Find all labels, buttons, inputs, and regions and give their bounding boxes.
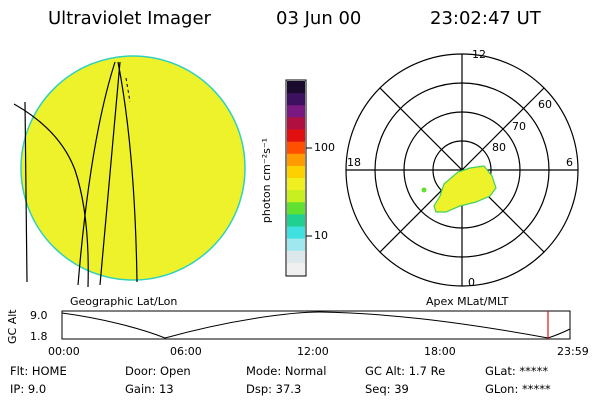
- timeline-tick-1800: 18:00: [424, 345, 456, 358]
- colorbar-band: [287, 141, 305, 155]
- mlt-label-12: 12: [472, 48, 486, 61]
- dsp-status: Dsp: 37.3: [246, 382, 302, 396]
- seq-status: Seq: 39: [365, 382, 409, 396]
- time-label: 23:02:47 UT: [430, 8, 541, 29]
- timeline-axis-label: GC Alt: [6, 309, 19, 344]
- colorbar-band: [287, 178, 305, 191]
- geographic-image: [13, 55, 246, 288]
- altitude-timeline: [61, 310, 571, 340]
- timeline-y-top: 9.0: [30, 309, 48, 322]
- mlt-label-18: 18: [347, 156, 361, 169]
- ip-status: IP: 9.0: [10, 382, 47, 396]
- gain-status: Gain: 13: [125, 382, 174, 396]
- colorbar-unit-label: photon cm⁻²s⁻¹: [260, 137, 274, 224]
- door-status: Door: Open: [125, 364, 191, 378]
- aurora-oval-blob: [433, 165, 497, 213]
- colorbar-band: [287, 81, 305, 94]
- colorbar-band: [287, 153, 305, 167]
- colorbar-band: [287, 202, 305, 215]
- colorbar-band: [287, 238, 305, 252]
- date-label: 03 Jun 00: [276, 8, 362, 29]
- mlt-label-6: 6: [566, 156, 573, 169]
- colorbar-band: [287, 214, 305, 227]
- colorbar-band: [287, 117, 305, 130]
- mlat-label-70: 70: [512, 120, 526, 133]
- colorbar-band: [287, 93, 305, 106]
- mlat-label-80: 80: [492, 141, 506, 154]
- colorbar-tick-100: 100: [314, 141, 335, 154]
- geographic-caption: Geographic Lat/Lon: [70, 295, 178, 308]
- gc-alt-status: GC Alt: 1.7 Re: [365, 364, 446, 378]
- colorbar-band: [287, 262, 305, 276]
- timeline-tick-2359: 23:59: [557, 345, 589, 358]
- glon-status: GLon: *****: [485, 382, 551, 396]
- timeline-y-bottom: 1.8: [30, 330, 48, 343]
- polar-plot: [345, 53, 579, 287]
- colorbar-band: [287, 105, 305, 118]
- instrument-title: Ultraviolet Imager: [48, 8, 211, 29]
- mlat-label-60: 60: [538, 98, 552, 111]
- colorbar-tick-10: 10: [314, 229, 328, 242]
- colorbar-band: [287, 129, 305, 143]
- colorbar-band: [287, 190, 305, 203]
- glat-status: GLat: *****: [485, 364, 549, 378]
- mlt-label-0: 0: [468, 276, 475, 289]
- colorbar: [285, 79, 312, 277]
- flt-status: Flt: HOME: [10, 364, 67, 378]
- colorbar-band: [287, 226, 305, 240]
- timeline-tick-1200: 12:00: [297, 345, 329, 358]
- timeline-tick-0600: 06:00: [170, 345, 202, 358]
- colorbar-band: [287, 250, 305, 264]
- timeline-tick-0000: 00:00: [48, 345, 80, 358]
- polar-caption: Apex MLat/MLT: [426, 295, 509, 308]
- colorbar-band: [287, 165, 305, 179]
- mode-status: Mode: Normal: [246, 364, 327, 378]
